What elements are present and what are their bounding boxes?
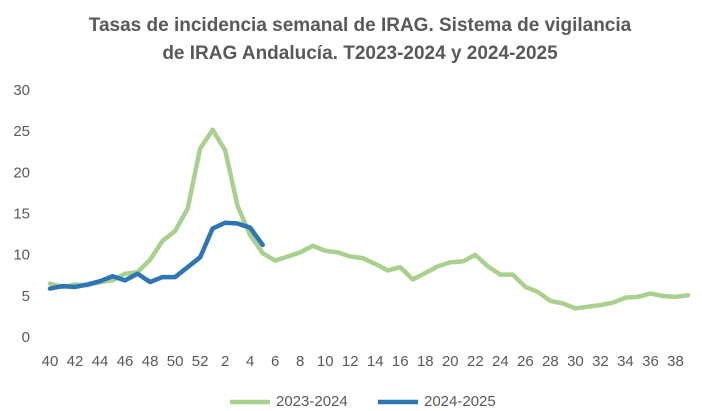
x-tick-label: 50	[167, 353, 184, 370]
x-tick-label: 42	[67, 353, 84, 370]
x-tick-label: 10	[317, 353, 334, 370]
series-line	[47, 220, 265, 291]
x-tick-label: 26	[517, 353, 534, 370]
chart-title: Tasas de incidencia semanal de IRAG. Sis…	[88, 15, 632, 64]
x-tick-label: 12	[342, 353, 359, 370]
x-tick-label: 52	[192, 353, 209, 370]
x-tick-label: 28	[542, 353, 559, 370]
x-tick-label: 4	[246, 353, 254, 370]
x-tick-label: 36	[642, 353, 659, 370]
x-tick-label: 32	[592, 353, 609, 370]
x-tick-label: 6	[271, 353, 279, 370]
legend-label: 2024-2025	[424, 393, 496, 410]
y-tick-label: 20	[13, 164, 30, 181]
x-tick-label: 34	[617, 353, 634, 370]
y-tick-label: 25	[13, 123, 30, 140]
y-tick-label: 30	[13, 82, 30, 99]
series-line	[47, 127, 691, 311]
y-tick-label: 10	[13, 247, 30, 264]
x-tick-label: 20	[442, 353, 459, 370]
x-tick-label: 44	[92, 353, 109, 370]
y-tick-label: 0	[22, 329, 30, 346]
legend-label: 2023-2024	[276, 393, 348, 410]
x-tick-label: 14	[367, 353, 384, 370]
x-tick-label: 48	[142, 353, 159, 370]
y-tick-label: 15	[13, 205, 30, 222]
y-tick-label: 5	[22, 288, 30, 305]
x-tick-label: 22	[467, 353, 484, 370]
x-tick-label: 8	[296, 353, 304, 370]
x-tick-label: 38	[667, 353, 684, 370]
x-tick-label: 40	[42, 353, 59, 370]
x-tick-label: 18	[417, 353, 434, 370]
x-tick-label: 24	[492, 353, 509, 370]
x-tick-label: 46	[117, 353, 134, 370]
x-tick-label: 30	[567, 353, 584, 370]
x-tick-label: 16	[392, 353, 409, 370]
x-tick-label: 2	[221, 353, 229, 370]
